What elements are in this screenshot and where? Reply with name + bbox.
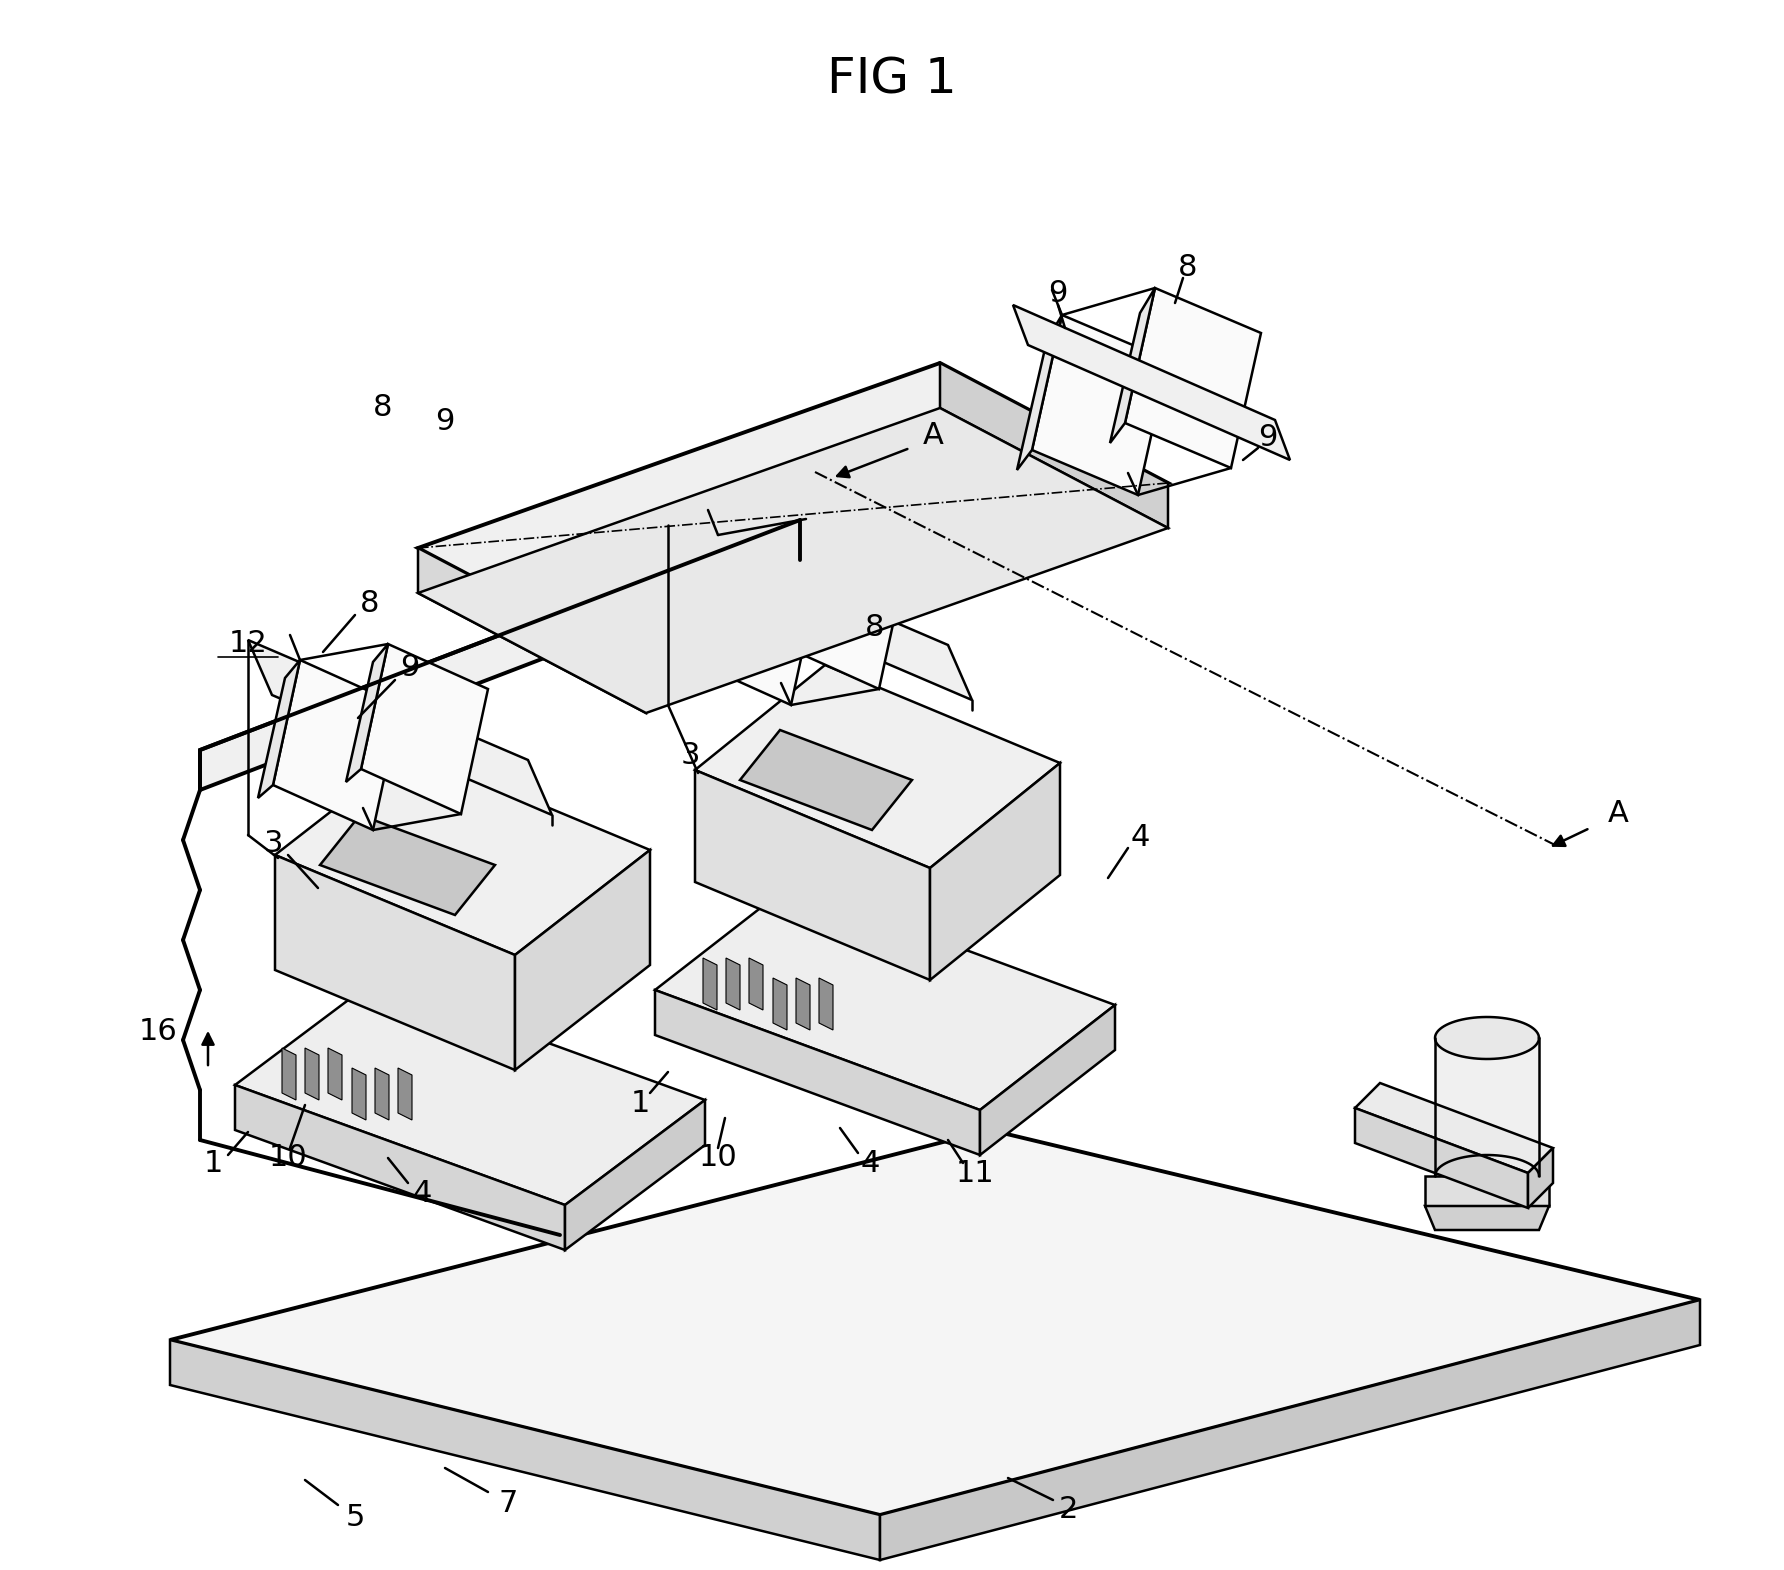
Polygon shape <box>726 958 740 1010</box>
Text: 3: 3 <box>680 741 699 769</box>
Polygon shape <box>259 659 300 798</box>
Polygon shape <box>1425 1176 1549 1206</box>
Polygon shape <box>566 1101 705 1250</box>
Polygon shape <box>740 730 912 831</box>
Text: 9: 9 <box>400 653 419 683</box>
Text: 3: 3 <box>264 829 282 857</box>
Polygon shape <box>929 763 1060 980</box>
Text: 8: 8 <box>373 392 392 421</box>
Polygon shape <box>1110 287 1154 443</box>
Text: 12: 12 <box>228 628 268 658</box>
Text: 2: 2 <box>1058 1496 1078 1524</box>
Text: 8: 8 <box>865 614 885 642</box>
Polygon shape <box>248 641 551 815</box>
Polygon shape <box>1356 1108 1529 1207</box>
Polygon shape <box>417 408 1169 713</box>
Polygon shape <box>360 644 489 813</box>
Polygon shape <box>696 666 1060 868</box>
Polygon shape <box>319 815 494 915</box>
Text: A: A <box>922 421 944 449</box>
Polygon shape <box>655 885 1115 1110</box>
Polygon shape <box>690 535 819 705</box>
Text: 1: 1 <box>203 1149 223 1178</box>
Text: A: A <box>1607 799 1629 827</box>
Polygon shape <box>417 548 646 713</box>
Polygon shape <box>1356 1083 1554 1173</box>
Polygon shape <box>1013 305 1290 460</box>
Polygon shape <box>273 659 400 831</box>
Polygon shape <box>655 991 979 1156</box>
Polygon shape <box>417 363 1169 667</box>
Polygon shape <box>979 1005 1115 1156</box>
Polygon shape <box>328 1049 343 1101</box>
Polygon shape <box>235 980 705 1206</box>
Text: 4: 4 <box>412 1179 432 1207</box>
Text: 1: 1 <box>630 1088 649 1118</box>
Polygon shape <box>667 524 972 700</box>
Text: 9: 9 <box>435 408 455 436</box>
Polygon shape <box>275 856 516 1071</box>
Polygon shape <box>764 520 806 656</box>
Polygon shape <box>169 1341 880 1561</box>
Polygon shape <box>235 1085 566 1250</box>
Polygon shape <box>696 769 929 980</box>
Text: 8: 8 <box>1177 253 1197 281</box>
Polygon shape <box>772 978 787 1030</box>
Text: 10: 10 <box>269 1143 307 1173</box>
Text: 10: 10 <box>699 1143 737 1173</box>
Polygon shape <box>1425 1206 1549 1229</box>
Polygon shape <box>200 520 799 790</box>
Polygon shape <box>703 958 717 1010</box>
Polygon shape <box>1529 1148 1554 1207</box>
Text: 16: 16 <box>139 1017 177 1047</box>
Text: 9: 9 <box>1258 424 1277 452</box>
Polygon shape <box>880 1300 1700 1561</box>
Polygon shape <box>398 1068 412 1119</box>
Polygon shape <box>1017 316 1061 469</box>
Polygon shape <box>749 958 764 1010</box>
Polygon shape <box>796 978 810 1030</box>
Polygon shape <box>1434 1038 1540 1176</box>
Text: 5: 5 <box>346 1504 364 1532</box>
Polygon shape <box>516 849 649 1071</box>
Text: 4: 4 <box>860 1149 880 1178</box>
Polygon shape <box>819 978 833 1030</box>
Polygon shape <box>346 644 387 782</box>
Polygon shape <box>780 520 906 689</box>
Polygon shape <box>676 535 717 674</box>
Text: 9: 9 <box>1049 278 1067 308</box>
Text: 8: 8 <box>360 589 380 617</box>
Polygon shape <box>1031 316 1169 495</box>
Polygon shape <box>940 363 1169 528</box>
Text: 4: 4 <box>1131 824 1149 853</box>
Text: FIG 1: FIG 1 <box>828 57 956 104</box>
Polygon shape <box>1126 287 1261 468</box>
Polygon shape <box>169 1130 1700 1515</box>
Text: 11: 11 <box>956 1159 994 1187</box>
Polygon shape <box>275 750 649 955</box>
Polygon shape <box>1434 1017 1540 1060</box>
Text: 7: 7 <box>498 1488 517 1518</box>
Polygon shape <box>375 1068 389 1119</box>
Polygon shape <box>282 1049 296 1101</box>
Polygon shape <box>351 1068 366 1119</box>
Polygon shape <box>305 1049 319 1101</box>
